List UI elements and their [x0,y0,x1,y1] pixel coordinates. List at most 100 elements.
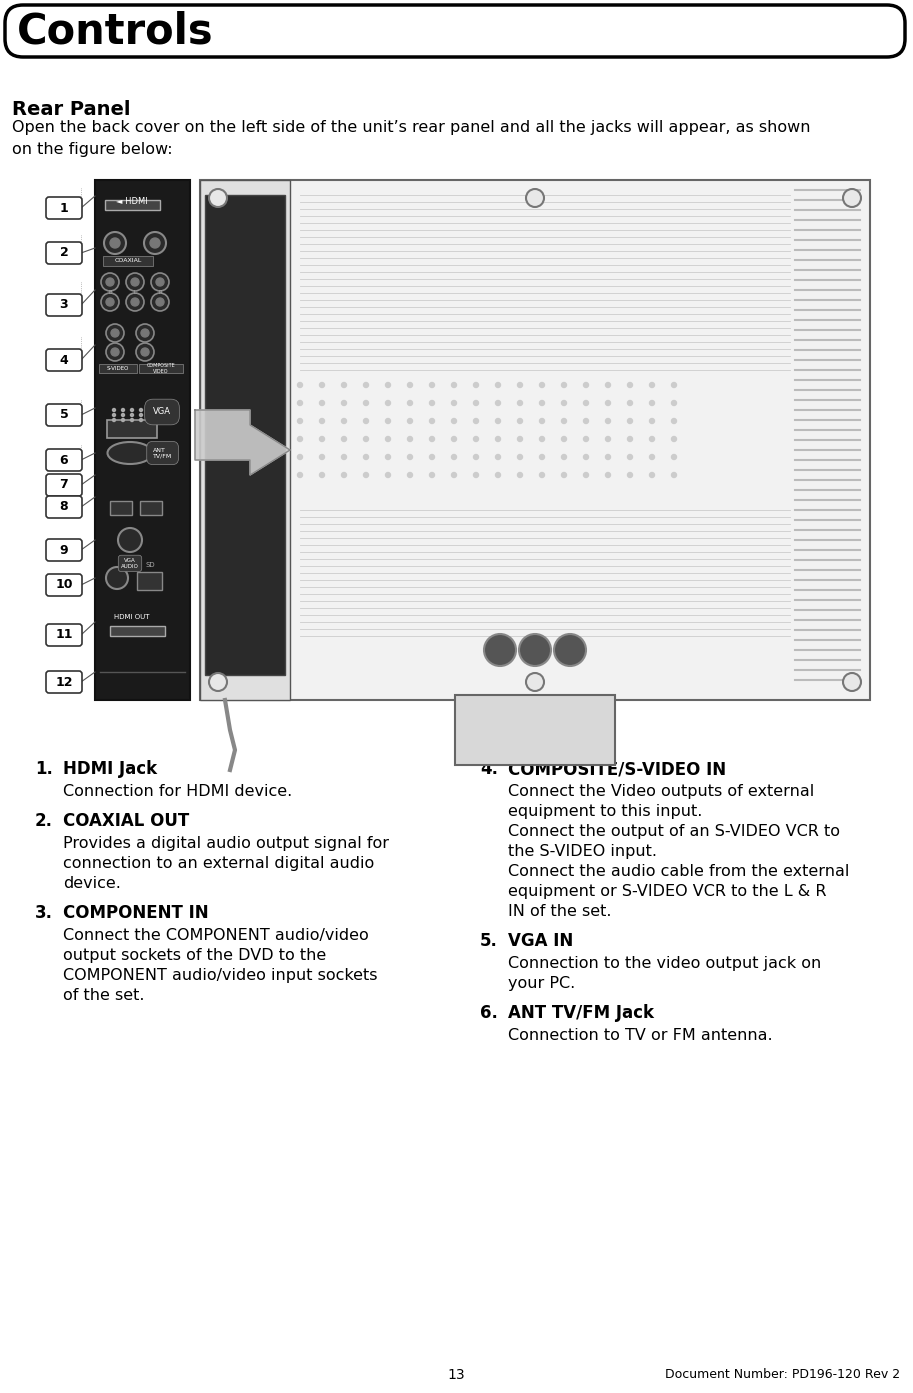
Circle shape [101,273,119,291]
Text: 6.: 6. [480,1004,498,1022]
Circle shape [496,472,500,478]
FancyBboxPatch shape [46,449,82,471]
Circle shape [298,454,302,460]
Circle shape [144,233,166,254]
Circle shape [649,383,655,387]
Circle shape [540,472,544,478]
Circle shape [106,325,124,343]
Text: 3.: 3. [35,904,53,922]
Circle shape [363,401,369,405]
Circle shape [671,472,677,478]
Text: HDMI OUT: HDMI OUT [114,614,150,620]
Text: Connect the COMPONENT audio/video: Connect the COMPONENT audio/video [63,928,369,943]
Circle shape [583,401,589,405]
Circle shape [561,418,566,423]
Circle shape [561,436,566,442]
Circle shape [149,418,152,422]
Circle shape [627,418,633,423]
Circle shape [484,634,516,666]
Circle shape [106,298,114,306]
Circle shape [526,673,544,691]
Circle shape [671,401,677,405]
Text: Rear Panel: Rear Panel [12,100,131,118]
Circle shape [121,414,124,417]
Circle shape [140,414,142,417]
Text: Connect the audio cable from the external: Connect the audio cable from the externa… [508,864,849,879]
Text: 4.: 4. [480,761,498,779]
Bar [110,501,132,515]
Bar [110,625,165,637]
Text: 9: 9 [59,543,68,556]
Circle shape [298,418,302,423]
Circle shape [518,454,522,460]
Circle shape [385,472,391,478]
FancyBboxPatch shape [46,539,82,561]
Circle shape [140,418,142,422]
Circle shape [496,383,500,387]
Circle shape [518,472,522,478]
Circle shape [583,454,589,460]
Circle shape [561,454,566,460]
FancyBboxPatch shape [46,624,82,646]
Text: Provides a digital audio output signal for: Provides a digital audio output signal f… [63,836,389,851]
Circle shape [474,472,478,478]
Text: 2.: 2. [35,812,53,830]
Circle shape [540,454,544,460]
Circle shape [131,418,133,422]
Text: Connect the Video outputs of external: Connect the Video outputs of external [508,784,814,800]
Circle shape [561,383,566,387]
Circle shape [126,293,144,311]
Circle shape [104,233,126,254]
Circle shape [150,238,160,248]
Circle shape [605,454,611,460]
Circle shape [561,472,566,478]
Circle shape [452,436,456,442]
Circle shape [540,418,544,423]
Circle shape [151,293,169,311]
Circle shape [112,408,116,411]
FancyBboxPatch shape [46,196,82,219]
Text: COAXIAL OUT: COAXIAL OUT [63,812,189,830]
Circle shape [141,348,149,357]
Circle shape [385,454,391,460]
Circle shape [156,298,164,306]
Circle shape [112,418,116,422]
Bar [107,421,157,437]
Circle shape [407,454,413,460]
Circle shape [605,436,611,442]
Circle shape [627,454,633,460]
Circle shape [298,472,302,478]
Circle shape [341,418,347,423]
Bar [105,201,160,210]
Text: device.: device. [63,876,121,892]
Circle shape [843,673,861,691]
FancyBboxPatch shape [46,350,82,371]
Circle shape [518,401,522,405]
Circle shape [131,414,133,417]
Circle shape [627,436,633,442]
Circle shape [111,329,119,337]
Circle shape [121,408,124,411]
Text: equipment or S-VIDEO VCR to the L & R: equipment or S-VIDEO VCR to the L & R [508,885,826,898]
Circle shape [554,634,586,666]
Circle shape [583,472,589,478]
Circle shape [363,472,369,478]
Text: Controls: Controls [17,11,214,53]
Bar [95,180,190,701]
Text: VGA: VGA [153,408,171,417]
Circle shape [118,528,142,552]
Bar [30,176,875,705]
Text: your PC.: your PC. [508,976,575,990]
Circle shape [671,454,677,460]
Circle shape [363,383,369,387]
Text: 7: 7 [59,479,68,492]
Circle shape [540,436,544,442]
Text: COAXIAL: COAXIAL [114,259,142,263]
Bar [137,573,162,591]
Bar [99,364,137,373]
Circle shape [429,454,435,460]
Circle shape [843,189,861,208]
Circle shape [452,401,456,405]
Text: 3: 3 [59,298,68,312]
FancyBboxPatch shape [46,242,82,265]
